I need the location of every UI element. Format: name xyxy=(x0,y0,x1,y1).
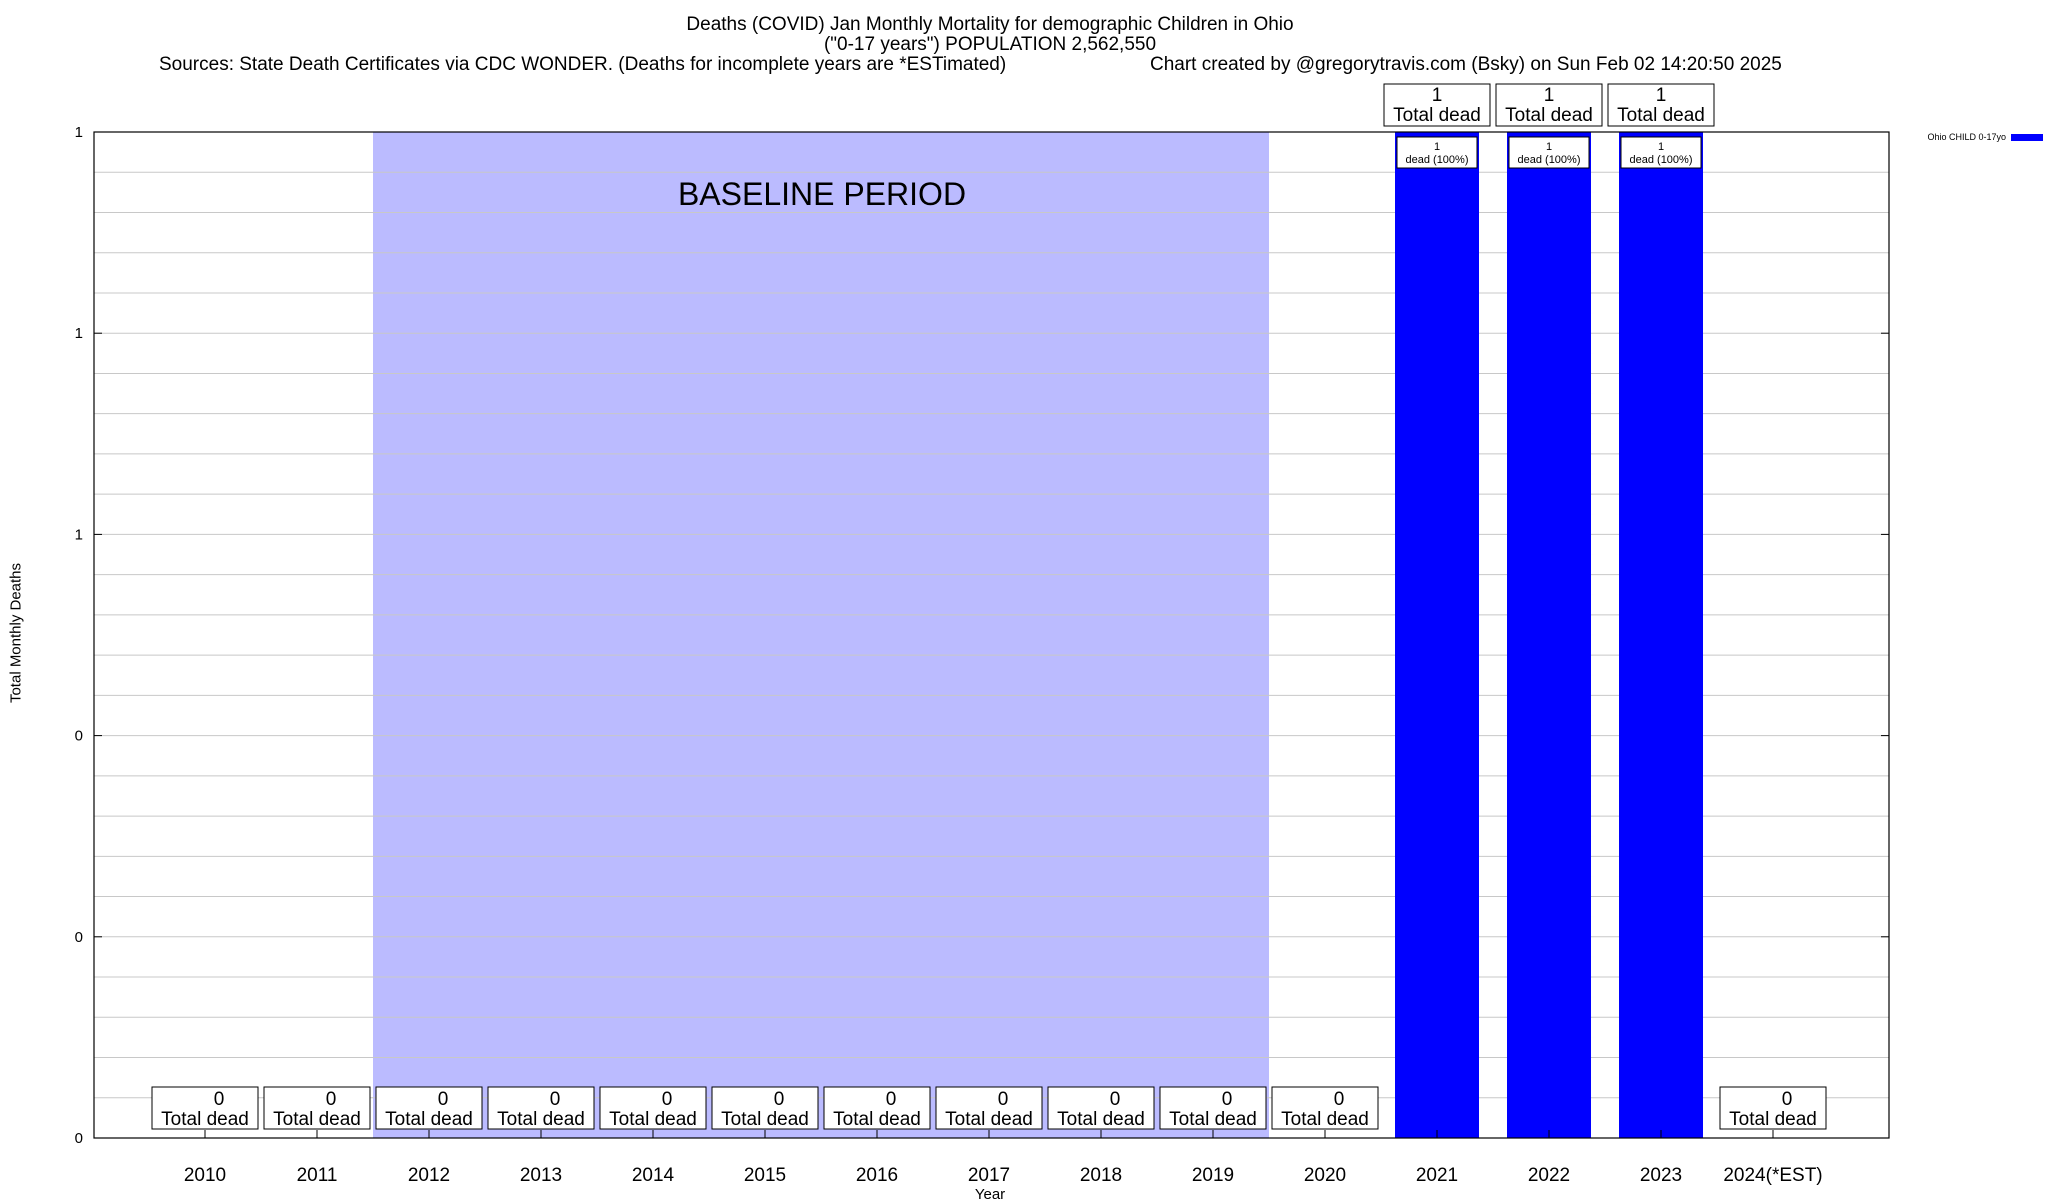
bar-total-value: 0 xyxy=(998,1089,1009,1110)
y-tick-label: 1 xyxy=(75,325,83,342)
bar-total-value: 0 xyxy=(774,1089,785,1110)
bar-total-value: 0 xyxy=(550,1089,561,1110)
bar-inner-value: 1 xyxy=(1434,141,1440,153)
baseline-period-label: BASELINE PERIOD xyxy=(678,176,966,212)
bar-total-label-box xyxy=(599,1086,707,1130)
bar-total-caption: Total dead xyxy=(1169,1109,1257,1130)
bar-total-caption: Total dead xyxy=(721,1109,809,1130)
bar-total-label-box xyxy=(1159,1086,1267,1130)
x-axis-label: Year xyxy=(975,1186,1005,1200)
x-tick-label: 2012 xyxy=(408,1165,450,1186)
bar-total-value: 0 xyxy=(1110,1089,1121,1110)
legend-entry-label: Ohio CHILD 0-17yo xyxy=(1927,132,2006,142)
bar xyxy=(1395,132,1479,1138)
bar-total-caption: Total dead xyxy=(1729,1109,1817,1130)
y-tick-label: 0 xyxy=(75,1130,83,1147)
x-tick-label: 2014 xyxy=(632,1165,675,1186)
legend-swatch xyxy=(2011,134,2043,141)
bar-total-value: 1 xyxy=(1656,85,1667,106)
x-tick-label: 2024(*EST) xyxy=(1723,1165,1822,1186)
bar-total-label-box xyxy=(151,1086,259,1130)
bar-total-label-box xyxy=(1719,1086,1827,1130)
bar-total-caption: Total dead xyxy=(945,1109,1033,1130)
bar-total-caption: Total dead xyxy=(609,1109,697,1130)
bar-total-label-box xyxy=(263,1086,371,1130)
bar-inner-label: dead (100%) xyxy=(1406,154,1469,166)
bar-total-caption: Total dead xyxy=(1057,1109,1145,1130)
plot-frame xyxy=(93,131,1890,1139)
x-tick-label: 2022 xyxy=(1528,1165,1570,1186)
bar-total-caption: Total dead xyxy=(1505,105,1593,126)
bar-total-label-box xyxy=(711,1086,819,1130)
bar-total-caption: Total dead xyxy=(273,1109,361,1130)
bar-total-label-box xyxy=(487,1086,595,1130)
bar-inner-label: dead (100%) xyxy=(1630,154,1693,166)
bar-total-label-box xyxy=(1383,83,1491,127)
y-tick-label: 1 xyxy=(75,526,83,543)
bar-total-label-box xyxy=(375,1086,483,1130)
bar-total-label-box xyxy=(1607,83,1715,127)
bar-total-label-box xyxy=(823,1086,931,1130)
bar-inner-label-box xyxy=(1396,136,1478,169)
bar-total-caption: Total dead xyxy=(385,1109,473,1130)
chart-title: Deaths (COVID) Jan Monthly Mortality for… xyxy=(686,14,1294,35)
bar-total-value: 0 xyxy=(214,1089,225,1110)
bar-total-caption: Total dead xyxy=(161,1109,249,1130)
y-tick-label: 1 xyxy=(75,124,83,141)
bar-total-label-box xyxy=(935,1086,1043,1130)
bar-inner-label-box xyxy=(1508,136,1590,169)
bar-inner-value: 1 xyxy=(1546,141,1552,153)
x-tick-label: 2018 xyxy=(1080,1165,1122,1186)
bar-total-caption: Total dead xyxy=(833,1109,921,1130)
x-tick-label: 2011 xyxy=(297,1165,338,1186)
chart-credit: Chart created by @gregorytravis.com (Bsk… xyxy=(1150,54,1782,75)
bar-inner-label-box xyxy=(1620,136,1702,169)
sources-note: Sources: State Death Certificates via CD… xyxy=(159,54,1007,75)
bar-total-value: 0 xyxy=(1782,1089,1793,1110)
bar-total-caption: Total dead xyxy=(1281,1109,1369,1130)
chart-subtitle: ("0-17 years") POPULATION 2,562,550 xyxy=(823,34,1157,55)
x-tick-label: 2016 xyxy=(856,1165,898,1186)
y-tick-label: 0 xyxy=(75,728,83,745)
bar-total-caption: Total dead xyxy=(497,1109,585,1130)
bar-total-value: 0 xyxy=(886,1089,897,1110)
x-tick-label: 2015 xyxy=(744,1165,786,1186)
x-tick-label: 2019 xyxy=(1192,1165,1234,1186)
x-tick-label: 2013 xyxy=(520,1165,562,1186)
x-tick-label: 2020 xyxy=(1304,1165,1346,1186)
bar-total-label-box xyxy=(1047,1086,1155,1130)
bar xyxy=(1507,132,1591,1138)
bar-inner-value: 1 xyxy=(1658,141,1664,153)
bar-total-value: 1 xyxy=(1544,85,1555,106)
bar-total-label-box xyxy=(1271,1086,1379,1130)
x-tick-label: 2010 xyxy=(184,1165,226,1186)
bar-total-value: 0 xyxy=(438,1089,449,1110)
bar-inner-label: dead (100%) xyxy=(1518,154,1581,166)
x-tick-label: 2023 xyxy=(1640,1165,1682,1186)
bar-total-value: 0 xyxy=(662,1089,673,1110)
x-tick-label: 2021 xyxy=(1416,1165,1458,1186)
bar-total-caption: Total dead xyxy=(1393,105,1481,126)
bar xyxy=(1619,132,1703,1138)
bar-total-value: 0 xyxy=(1222,1089,1233,1110)
bar-total-caption: Total dead xyxy=(1617,105,1705,126)
bar-total-value: 1 xyxy=(1432,85,1443,106)
y-tick-label: 0 xyxy=(75,929,83,946)
bar-total-label-box xyxy=(1495,83,1603,127)
bar-total-value: 0 xyxy=(326,1089,337,1110)
x-tick-label: 2017 xyxy=(968,1165,1010,1186)
bar-total-value: 0 xyxy=(1334,1089,1345,1110)
baseline-period-band xyxy=(373,132,1269,1138)
